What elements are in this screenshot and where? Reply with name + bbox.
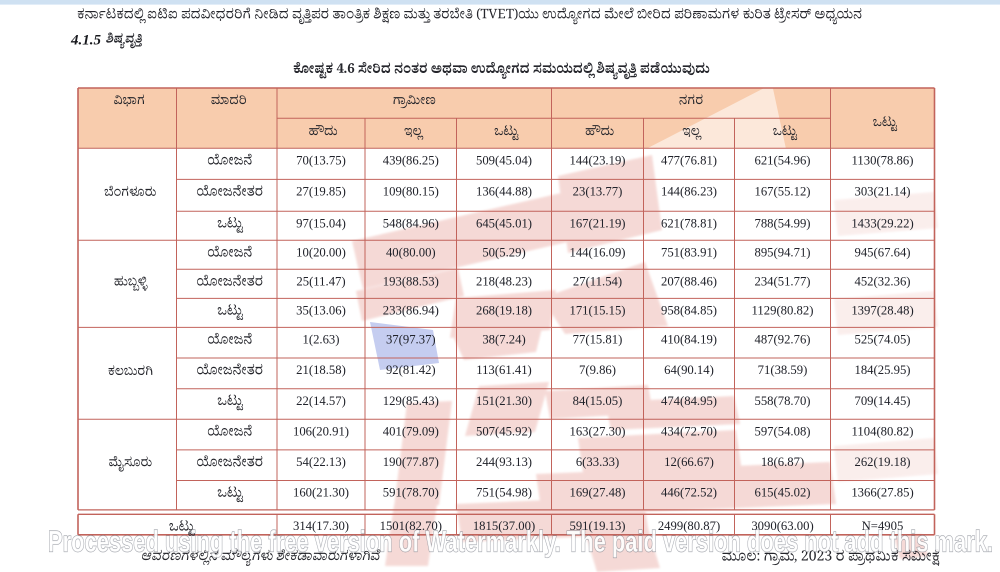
svg-text:25(11.47): 25(11.47) xyxy=(296,275,345,289)
svg-text:621(78.81): 621(78.81) xyxy=(661,216,717,230)
svg-text:71(38.59): 71(38.59) xyxy=(758,363,808,377)
svg-text:27(11.54): 27(11.54) xyxy=(573,275,622,289)
svg-text:190(77.87): 190(77.87) xyxy=(383,455,439,469)
svg-text:160(21.30): 160(21.30) xyxy=(293,486,349,500)
svg-text:558(78.70): 558(78.70) xyxy=(754,394,810,408)
svg-text:169(27.48): 169(27.48) xyxy=(569,486,625,500)
svg-text:167(21.19): 167(21.19) xyxy=(569,216,625,230)
svg-text:788(54.99): 788(54.99) xyxy=(754,216,810,230)
svg-text:303(21.14): 303(21.14) xyxy=(854,185,910,199)
svg-text:50(5.29): 50(5.29) xyxy=(482,246,525,260)
svg-text:474(84.95): 474(84.95) xyxy=(661,394,717,408)
svg-text:548(84.96): 548(84.96) xyxy=(383,216,439,230)
svg-text:171(15.15): 171(15.15) xyxy=(569,304,625,318)
svg-text:144(16.09): 144(16.09) xyxy=(569,246,625,260)
svg-text:1501(82.70): 1501(82.70) xyxy=(380,519,442,533)
svg-text:709(14.45): 709(14.45) xyxy=(854,394,910,408)
svg-text:244(93.13): 244(93.13) xyxy=(476,455,532,469)
svg-text:597(54.08): 597(54.08) xyxy=(754,425,810,439)
svg-text:7(9.86): 7(9.86) xyxy=(579,363,616,377)
svg-text:109(80.15): 109(80.15) xyxy=(383,185,439,199)
svg-text:645(45.01): 645(45.01) xyxy=(476,216,532,230)
svg-text:4.1.5: 4.1.5 xyxy=(70,33,102,49)
svg-text:38(7.24): 38(7.24) xyxy=(482,333,525,347)
svg-text:218(48.23): 218(48.23) xyxy=(476,275,532,289)
svg-text:54(22.13): 54(22.13) xyxy=(296,455,346,469)
svg-text:525(74.05): 525(74.05) xyxy=(854,333,910,347)
svg-text:163(27.30): 163(27.30) xyxy=(569,425,625,439)
svg-text:958(84.85): 958(84.85) xyxy=(661,304,717,318)
svg-text:434(72.70): 434(72.70) xyxy=(661,425,717,439)
svg-text:136(44.88): 136(44.88) xyxy=(476,185,532,199)
svg-text:92(81.42): 92(81.42) xyxy=(386,363,436,377)
svg-text:106(20.91): 106(20.91) xyxy=(293,425,349,439)
svg-text:1129(80.82): 1129(80.82) xyxy=(752,304,814,318)
svg-text:262(19.18): 262(19.18) xyxy=(854,455,910,469)
svg-text:487(92.76): 487(92.76) xyxy=(754,333,810,347)
svg-text:N=4905: N=4905 xyxy=(862,519,904,533)
svg-text:144(86.23): 144(86.23) xyxy=(661,185,717,199)
svg-text:12(66.67): 12(66.67) xyxy=(664,455,714,469)
svg-text:1130(78.86): 1130(78.86) xyxy=(852,153,914,167)
svg-text:144(23.19): 144(23.19) xyxy=(569,153,625,167)
svg-text:507(45.92): 507(45.92) xyxy=(476,425,532,439)
svg-text:268(19.18): 268(19.18) xyxy=(476,304,532,318)
svg-text:477(76.81): 477(76.81) xyxy=(661,153,717,167)
svg-text:615(45.02): 615(45.02) xyxy=(754,486,810,500)
svg-text:314(17.30): 314(17.30) xyxy=(293,519,349,533)
svg-text:35(13.06): 35(13.06) xyxy=(296,304,346,318)
svg-text:1(2.63): 1(2.63) xyxy=(303,333,340,347)
svg-text:591(78.70): 591(78.70) xyxy=(383,486,439,500)
svg-text:410(84.19): 410(84.19) xyxy=(661,333,717,347)
svg-text:233(86.94): 233(86.94) xyxy=(383,304,439,318)
svg-text:18(6.87): 18(6.87) xyxy=(761,455,804,469)
svg-text:452(32.36): 452(32.36) xyxy=(854,275,910,289)
svg-text:207(88.46): 207(88.46) xyxy=(661,275,717,289)
svg-text:3090(63.00): 3090(63.00) xyxy=(751,519,813,533)
svg-text:37(97.37): 37(97.37) xyxy=(386,333,436,347)
svg-text:21(18.58): 21(18.58) xyxy=(296,363,346,377)
svg-text:751(83.91): 751(83.91) xyxy=(661,246,717,260)
svg-text:97(15.04): 97(15.04) xyxy=(296,216,346,230)
svg-text:1366(27.85): 1366(27.85) xyxy=(851,486,913,500)
svg-text:439(86.25): 439(86.25) xyxy=(383,153,439,167)
svg-text:40(80.00): 40(80.00) xyxy=(386,246,436,260)
svg-text:184(25.95): 184(25.95) xyxy=(854,363,910,377)
svg-text:945(67.64): 945(67.64) xyxy=(854,246,910,260)
svg-text:401(79.09): 401(79.09) xyxy=(383,425,439,439)
svg-text:1815(37.00): 1815(37.00) xyxy=(473,519,535,533)
svg-text:Processed using the free versi: Processed using the free version of Wate… xyxy=(48,526,993,559)
svg-text:77(15.81): 77(15.81) xyxy=(573,333,623,347)
svg-text:23(13.77): 23(13.77) xyxy=(573,185,623,199)
svg-text:22(14.57): 22(14.57) xyxy=(296,394,346,408)
svg-text:167(55.12): 167(55.12) xyxy=(754,185,810,199)
svg-text:2499(80.87): 2499(80.87) xyxy=(658,519,720,533)
svg-text:1397(28.48): 1397(28.48) xyxy=(851,304,913,318)
svg-text:6(33.33): 6(33.33) xyxy=(576,455,619,469)
svg-text:446(72.52): 446(72.52) xyxy=(661,486,717,500)
svg-text:895(94.71): 895(94.71) xyxy=(754,246,810,260)
svg-text:27(19.85): 27(19.85) xyxy=(296,185,346,199)
svg-text:621(54.96): 621(54.96) xyxy=(754,153,810,167)
svg-text:64(90.14): 64(90.14) xyxy=(664,363,714,377)
svg-text:234(51.77): 234(51.77) xyxy=(754,275,810,289)
svg-text:113(61.41): 113(61.41) xyxy=(476,363,532,377)
svg-text:751(54.98): 751(54.98) xyxy=(476,486,532,500)
svg-text:70(13.75): 70(13.75) xyxy=(296,153,346,167)
svg-text:84(15.05): 84(15.05) xyxy=(573,394,623,408)
svg-text:1104(80.82): 1104(80.82) xyxy=(852,425,914,439)
svg-text:193(88.53): 193(88.53) xyxy=(383,275,439,289)
svg-text:591(19.13): 591(19.13) xyxy=(569,519,625,533)
svg-text:151(21.30): 151(21.30) xyxy=(476,394,532,408)
svg-text:509(45.04): 509(45.04) xyxy=(476,153,532,167)
svg-text:129(85.43): 129(85.43) xyxy=(383,394,439,408)
svg-text:1433(29.22): 1433(29.22) xyxy=(851,216,913,230)
svg-text:10(20.00): 10(20.00) xyxy=(296,246,346,260)
